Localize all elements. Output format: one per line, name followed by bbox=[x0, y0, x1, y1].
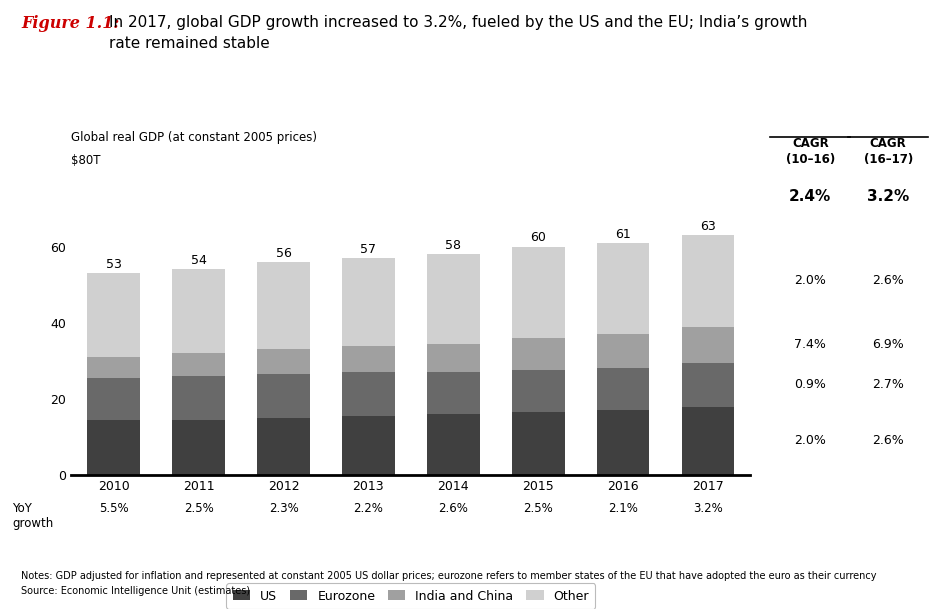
Text: 5.5%: 5.5% bbox=[99, 502, 128, 515]
Bar bbox=[512, 370, 564, 412]
Text: 0.9%: 0.9% bbox=[794, 378, 826, 391]
Text: 61: 61 bbox=[616, 228, 631, 241]
Bar bbox=[342, 416, 395, 475]
Bar bbox=[342, 346, 395, 372]
Text: Global real GDP (at constant 2005 prices): Global real GDP (at constant 2005 prices… bbox=[71, 131, 317, 144]
Bar bbox=[512, 412, 564, 475]
Text: 2.7%: 2.7% bbox=[872, 378, 904, 391]
Bar bbox=[257, 262, 310, 350]
Text: CAGR
(10–16): CAGR (10–16) bbox=[786, 137, 835, 166]
Bar bbox=[682, 363, 734, 407]
Text: Figure 1.1:: Figure 1.1: bbox=[21, 15, 119, 32]
Bar bbox=[87, 378, 140, 420]
Text: 2.0%: 2.0% bbox=[794, 434, 826, 447]
Bar bbox=[257, 350, 310, 374]
Text: 63: 63 bbox=[700, 220, 716, 233]
Bar bbox=[87, 273, 140, 357]
Bar bbox=[597, 410, 650, 475]
Legend: US, Eurozone, India and China, Other: US, Eurozone, India and China, Other bbox=[226, 583, 596, 609]
Text: Source: Economic Intelligence Unit (estimates): Source: Economic Intelligence Unit (esti… bbox=[21, 586, 250, 596]
Text: 2.5%: 2.5% bbox=[183, 502, 214, 515]
Text: 54: 54 bbox=[191, 254, 206, 267]
Text: 2.6%: 2.6% bbox=[438, 502, 468, 515]
Text: 3.2%: 3.2% bbox=[867, 189, 909, 204]
Bar bbox=[427, 255, 480, 343]
Bar bbox=[172, 420, 225, 475]
Bar bbox=[512, 338, 564, 370]
Bar bbox=[427, 372, 480, 414]
Bar bbox=[427, 414, 480, 475]
Text: 56: 56 bbox=[276, 247, 292, 259]
Bar bbox=[257, 418, 310, 475]
Text: 2.4%: 2.4% bbox=[789, 189, 831, 204]
Text: 3.2%: 3.2% bbox=[694, 502, 723, 515]
Bar bbox=[597, 368, 650, 410]
Text: 57: 57 bbox=[360, 243, 376, 256]
Bar bbox=[172, 376, 225, 420]
Text: In 2017, global GDP growth increased to 3.2%, fueled by the US and the EU; India: In 2017, global GDP growth increased to … bbox=[109, 15, 808, 51]
Text: 2.0%: 2.0% bbox=[794, 275, 826, 287]
Text: 2.5%: 2.5% bbox=[523, 502, 553, 515]
Bar bbox=[87, 420, 140, 475]
Bar bbox=[342, 258, 395, 345]
Bar bbox=[512, 247, 564, 338]
Text: Notes: GDP adjusted for inflation and represented at constant 2005 US dollar pri: Notes: GDP adjusted for inflation and re… bbox=[21, 571, 877, 581]
Text: 58: 58 bbox=[446, 239, 462, 252]
Text: $80T: $80T bbox=[71, 154, 101, 167]
Text: YoY
growth: YoY growth bbox=[12, 502, 53, 530]
Text: CAGR
(16–17): CAGR (16–17) bbox=[864, 137, 913, 166]
Bar bbox=[87, 357, 140, 378]
Text: 2.6%: 2.6% bbox=[872, 275, 904, 287]
Bar bbox=[682, 235, 734, 326]
Text: 53: 53 bbox=[105, 258, 122, 271]
Bar bbox=[342, 372, 395, 416]
Text: 2.2%: 2.2% bbox=[353, 502, 384, 515]
Text: 2.1%: 2.1% bbox=[608, 502, 638, 515]
Bar bbox=[682, 326, 734, 363]
Text: 2.6%: 2.6% bbox=[872, 434, 904, 447]
Bar bbox=[597, 334, 650, 368]
Bar bbox=[682, 407, 734, 475]
Text: 6.9%: 6.9% bbox=[872, 338, 904, 351]
Bar bbox=[257, 374, 310, 418]
Text: 7.4%: 7.4% bbox=[794, 338, 826, 351]
Bar bbox=[597, 243, 650, 334]
Bar bbox=[172, 353, 225, 376]
Text: 60: 60 bbox=[530, 231, 546, 244]
Bar bbox=[172, 269, 225, 353]
Text: 2.3%: 2.3% bbox=[269, 502, 298, 515]
Bar bbox=[427, 343, 480, 372]
